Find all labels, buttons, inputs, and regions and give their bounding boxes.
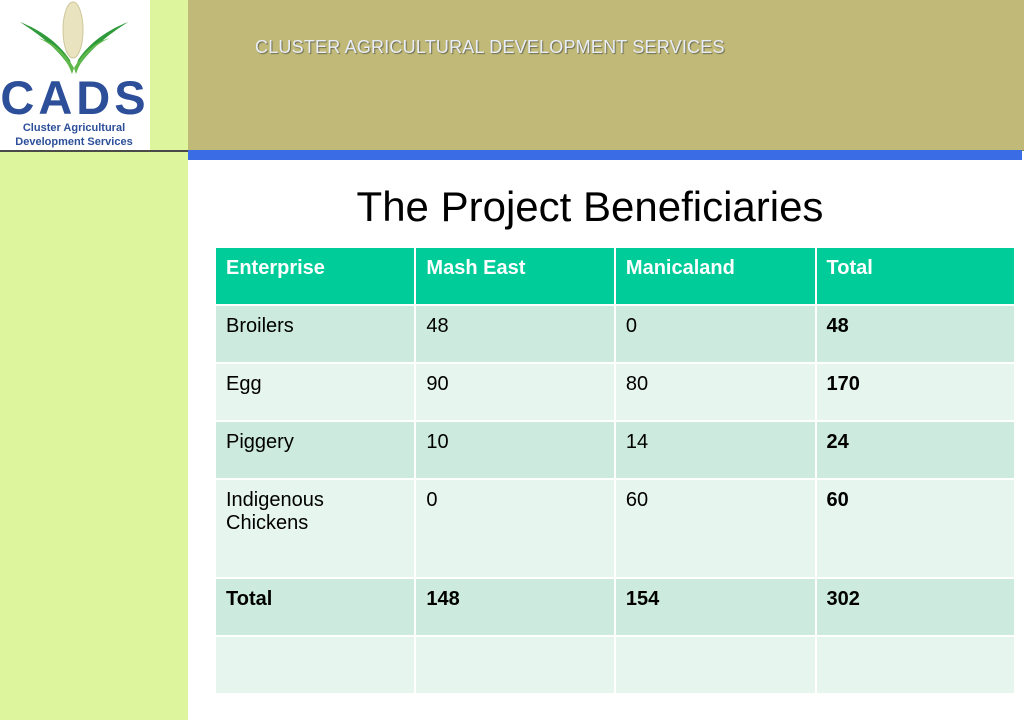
cell-manicaland: 14 bbox=[615, 422, 817, 480]
cell-manicaland: 60 bbox=[615, 480, 817, 579]
header-title: CLUSTER AGRICULTURAL DEVELOPMENT SERVICE… bbox=[255, 37, 725, 57]
cell-mash-east bbox=[416, 637, 616, 695]
header-manicaland: Manicaland bbox=[615, 248, 817, 306]
cell-total: 60 bbox=[816, 480, 1016, 579]
cell-manicaland: 0 bbox=[615, 306, 817, 364]
header-mash-east: Mash East bbox=[416, 248, 616, 306]
cell-enterprise: Egg bbox=[216, 364, 417, 422]
cell-total: 48 bbox=[816, 306, 1016, 364]
table-row: Piggery 10 14 24 bbox=[216, 422, 1016, 480]
cell-mash-east: 0 bbox=[416, 480, 616, 579]
logo-divider bbox=[0, 150, 188, 152]
cell-enterprise: Total bbox=[216, 579, 417, 637]
header-band bbox=[188, 0, 1024, 151]
cell-enterprise: Indigenous Chickens bbox=[216, 480, 417, 579]
table-row: Indigenous Chickens 0 60 60 bbox=[216, 480, 1016, 579]
cell-total bbox=[816, 637, 1016, 695]
logo-subtitle: Cluster Agricultural Development Service… bbox=[0, 121, 148, 149]
slide-title: The Project Beneficiaries bbox=[356, 183, 824, 230]
logo-wordmark: CADS bbox=[0, 71, 150, 124]
header-total: Total bbox=[816, 248, 1016, 306]
table-row bbox=[216, 637, 1016, 695]
header-divider-bar bbox=[188, 150, 1022, 160]
maize-plant-icon bbox=[20, 1, 128, 74]
cell-enterprise: Broilers bbox=[216, 306, 417, 364]
cell-mash-east: 148 bbox=[416, 579, 616, 637]
cell-enterprise bbox=[216, 637, 417, 695]
logo-subtitle-line2: Development Services bbox=[15, 136, 133, 148]
beneficiaries-table: Enterprise Mash East Manicaland Total Br… bbox=[216, 248, 1016, 695]
cell-mash-east: 10 bbox=[416, 422, 616, 480]
cell-manicaland bbox=[615, 637, 817, 695]
table-header-row: Enterprise Mash East Manicaland Total bbox=[216, 248, 1016, 306]
cell-total: 302 bbox=[816, 579, 1016, 637]
cell-manicaland: 80 bbox=[615, 364, 817, 422]
cads-logo: CADS Cluster Agricultural Development Se… bbox=[0, 0, 150, 150]
cell-manicaland: 154 bbox=[615, 579, 817, 637]
table-row: Broilers 48 0 48 bbox=[216, 306, 1016, 364]
cell-mash-east: 90 bbox=[416, 364, 616, 422]
cell-mash-east: 48 bbox=[416, 306, 616, 364]
cell-enterprise: Piggery bbox=[216, 422, 417, 480]
logo-side-strip bbox=[150, 0, 188, 150]
logo-subtitle-line1: Cluster Agricultural bbox=[22, 122, 126, 134]
table-row: Egg 90 80 170 bbox=[216, 364, 1016, 422]
header-enterprise: Enterprise bbox=[216, 248, 417, 306]
cell-total: 24 bbox=[816, 422, 1016, 480]
cell-total: 170 bbox=[816, 364, 1016, 422]
table-total-row: Total 148 154 302 bbox=[216, 579, 1016, 637]
left-stripe bbox=[0, 150, 188, 720]
